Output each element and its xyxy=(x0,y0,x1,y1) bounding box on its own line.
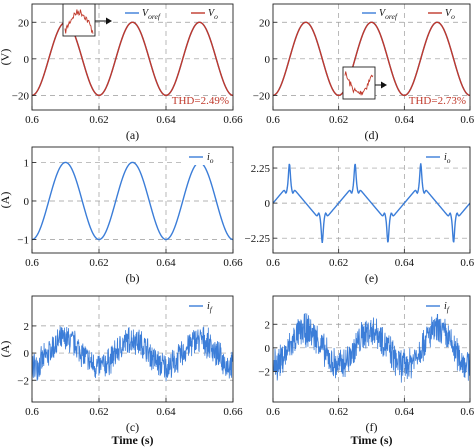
y-axis-label: (V) xyxy=(0,49,12,66)
x-tick-label: 0.62 xyxy=(89,257,108,269)
x-axis-label: Time (s) xyxy=(350,433,392,447)
plot-frame xyxy=(31,295,234,403)
legend: Voref Vo xyxy=(125,8,218,21)
x-tick-label: 0.64 xyxy=(156,114,176,126)
inset-arrow-head xyxy=(106,17,112,25)
x-tick-label: 0.62 xyxy=(329,406,348,418)
x-axis-label: Time (s) xyxy=(111,433,153,447)
series-line-i-f xyxy=(32,326,233,382)
panel-caption: (e) xyxy=(365,271,378,285)
x-tick-label: 0.6 xyxy=(25,257,39,269)
panel-b: 0.6 0.62 0.64 0.66 1 0 −1 (A) (b) io xyxy=(0,146,243,285)
x-tick-label: 0.62 xyxy=(89,406,108,418)
y-tick-label: −2 xyxy=(17,375,29,387)
x-tick-label: 0.66 xyxy=(223,406,243,418)
thd-annotation: THD=2.73% xyxy=(409,95,466,107)
y-tick-label: 1 xyxy=(24,157,30,169)
legend: io xyxy=(422,150,466,165)
panel-d: 0.6 0.62 0.64 0.66 20 0 −20 (d) Voref Vo THD=2.73% xyxy=(253,3,474,142)
y-tick-label: 20 xyxy=(18,17,30,29)
y-tick-label: 2.25 xyxy=(251,163,271,175)
series-line-v-o xyxy=(273,21,470,97)
x-tick-label: 0.66 xyxy=(223,114,243,126)
y-tick-label: 0 xyxy=(265,343,271,355)
x-tick-label: 0.6 xyxy=(25,406,39,418)
x-tick-label: 0.64 xyxy=(395,257,415,269)
legend-entry: io xyxy=(444,152,451,165)
x-tick-label: 0.64 xyxy=(395,114,415,126)
y-tick-label: −1 xyxy=(17,235,29,247)
panel-caption: (d) xyxy=(365,128,379,142)
panel-e: 0.6 0.62 0.64 0.66 2.25 0 −2.25 (e) io xyxy=(245,146,474,285)
inset-arrow-head xyxy=(381,81,387,89)
plot-frame xyxy=(272,3,471,111)
plot-frame xyxy=(272,146,471,254)
inset-series-line xyxy=(64,9,94,34)
x-tick-label: 0.64 xyxy=(156,257,176,269)
plot-frame xyxy=(272,295,471,403)
panel-a: 0.6 0.62 0.64 0.66 20 0 −20 (V) (a) Voref Vo THD=2.… xyxy=(0,3,243,142)
x-tick-label: 0.64 xyxy=(156,406,176,418)
panel-caption: (a) xyxy=(126,128,139,142)
x-tick-label: 0.6 xyxy=(266,257,280,269)
y-tick-label: 2 xyxy=(24,321,30,333)
panel-caption: (b) xyxy=(126,271,140,285)
y-tick-label: 0 xyxy=(265,198,271,210)
y-axis-label: (A) xyxy=(0,341,12,358)
series-line-i-o xyxy=(273,163,470,243)
legend-entry: io xyxy=(207,152,214,165)
legend: if xyxy=(185,299,229,314)
legend-entry: Vo xyxy=(445,8,455,21)
plot-frame xyxy=(31,3,234,111)
x-tick-label: 0.6 xyxy=(266,406,280,418)
legend: io xyxy=(185,150,229,165)
y-tick-label: −2.25 xyxy=(245,233,271,245)
y-axis-label: (A) xyxy=(0,192,12,209)
legend-entry: Vo xyxy=(208,8,218,21)
x-tick-label: 0.62 xyxy=(329,114,348,126)
panel-f: 0.6 0.62 0.64 0.66 2 0 −2 (f)Time (s) if xyxy=(258,295,474,447)
plot-frame xyxy=(31,146,234,254)
y-tick-label: 20 xyxy=(259,17,271,29)
x-tick-label: 0.66 xyxy=(460,406,474,418)
panel-c: 0.6 0.62 0.64 0.66 2 0 −2 (A) (c)Time (s) if xyxy=(0,295,243,447)
zoom-inset xyxy=(342,66,387,100)
y-tick-label: 0 xyxy=(24,348,30,360)
inset-series-line xyxy=(344,71,374,96)
legend-entry: if xyxy=(444,301,450,314)
x-tick-label: 0.62 xyxy=(89,114,108,126)
legend-entry: Voref xyxy=(142,8,161,21)
zoom-inset xyxy=(62,3,112,37)
x-tick-label: 0.6 xyxy=(25,114,39,126)
y-tick-label: −2 xyxy=(258,366,270,378)
y-tick-label: 2 xyxy=(265,319,271,331)
y-tick-label: 0 xyxy=(265,54,271,66)
panel-caption: (c) xyxy=(126,420,139,434)
inset-frame xyxy=(342,66,376,100)
x-tick-label: 0.66 xyxy=(223,257,243,269)
inset-frame xyxy=(62,3,96,37)
y-tick-label: −20 xyxy=(12,90,30,102)
x-tick-label: 0.62 xyxy=(329,257,348,269)
x-tick-label: 0.6 xyxy=(266,114,280,126)
x-tick-label: 0.64 xyxy=(395,406,415,418)
x-tick-label: 0.66 xyxy=(460,257,474,269)
series-line-i-f xyxy=(273,313,470,383)
panel-caption: (f) xyxy=(366,420,378,434)
y-tick-label: 0 xyxy=(24,196,30,208)
legend-entry: Voref xyxy=(379,8,398,21)
y-tick-label: 0 xyxy=(24,54,30,66)
thd-annotation: THD=2.49% xyxy=(172,95,229,107)
x-tick-label: 0.66 xyxy=(460,114,474,126)
legend-entry: if xyxy=(207,301,213,314)
legend: if xyxy=(422,299,466,314)
y-tick-label: −20 xyxy=(253,90,271,102)
legend: Voref Vo xyxy=(362,8,455,21)
